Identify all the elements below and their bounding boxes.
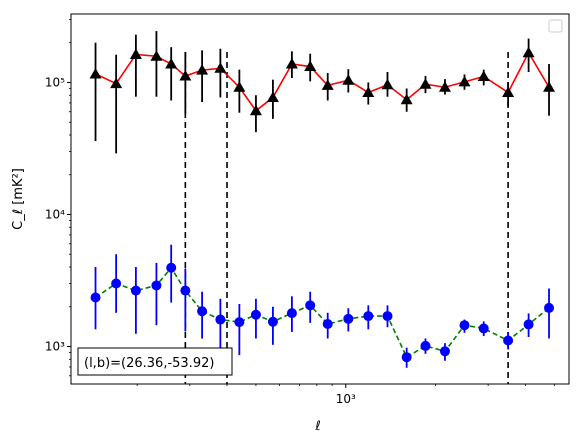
data-point: [215, 314, 226, 325]
series-2: [90, 244, 555, 368]
data-point: [503, 335, 514, 346]
data-point: [285, 57, 298, 69]
data-point: [234, 317, 245, 328]
data-point: [343, 313, 354, 324]
data-point: [130, 285, 141, 296]
annotation-text: (l,b)=(26.36,-53.92): [84, 356, 214, 371]
data-point: [342, 74, 355, 85]
annotation-frame: [77, 347, 233, 376]
data-point: [458, 75, 471, 87]
data-point: [89, 67, 102, 79]
data-point: [110, 77, 123, 89]
data-point: [214, 62, 227, 73]
data-point: [401, 352, 412, 363]
data-point: [439, 346, 450, 357]
data-point: [151, 280, 162, 291]
data-point: [196, 64, 209, 75]
data-point: [266, 91, 279, 102]
data-point: [165, 57, 178, 69]
series-layer: [89, 31, 556, 368]
y-tick-label: 10³: [45, 340, 65, 354]
x-tick-label: 10³: [336, 392, 356, 406]
data-point: [478, 323, 489, 334]
data-point: [111, 278, 122, 289]
data-point: [166, 262, 177, 273]
data-point: [522, 46, 535, 58]
data-point: [543, 81, 556, 92]
legend-frame: [548, 19, 563, 33]
data-point: [90, 292, 101, 303]
data-point: [286, 308, 297, 319]
data-point: [249, 104, 262, 116]
y-axis-ticks: 10³ 10⁴ 10⁵: [45, 19, 71, 377]
x-axis-ticks: 10³: [136, 384, 555, 406]
data-point: [305, 300, 316, 311]
data-point: [502, 86, 515, 97]
data-point: [267, 316, 278, 327]
data-point: [304, 60, 317, 72]
data-point: [179, 69, 192, 81]
y-tick-label: 10⁴: [45, 207, 65, 221]
y-axis-label: C_ℓ [mK²]: [11, 168, 26, 230]
data-point: [197, 306, 208, 317]
data-point: [129, 48, 142, 59]
data-point: [180, 285, 191, 296]
data-point: [523, 319, 534, 330]
data-point: [381, 78, 394, 90]
data-point: [233, 81, 246, 92]
data-point: [438, 81, 451, 92]
data-point: [382, 311, 393, 322]
x-axis-label: ℓ: [314, 419, 320, 434]
data-point: [150, 50, 163, 61]
data-point: [544, 302, 555, 313]
data-point: [250, 309, 261, 320]
annotation-box: (l,b)=(26.36,-53.92): [77, 347, 233, 376]
series-1: [89, 31, 556, 154]
data-point: [363, 311, 374, 322]
data-point: [362, 86, 375, 97]
plot-area: [70, 13, 570, 385]
data-point: [459, 320, 470, 331]
data-point: [419, 78, 432, 89]
data-point: [477, 70, 490, 81]
data-point: [321, 79, 334, 90]
y-tick-label: 10⁵: [45, 75, 65, 89]
data-point: [322, 319, 333, 330]
legend: [548, 19, 563, 33]
data-point: [420, 340, 431, 351]
data-point: [400, 93, 413, 105]
